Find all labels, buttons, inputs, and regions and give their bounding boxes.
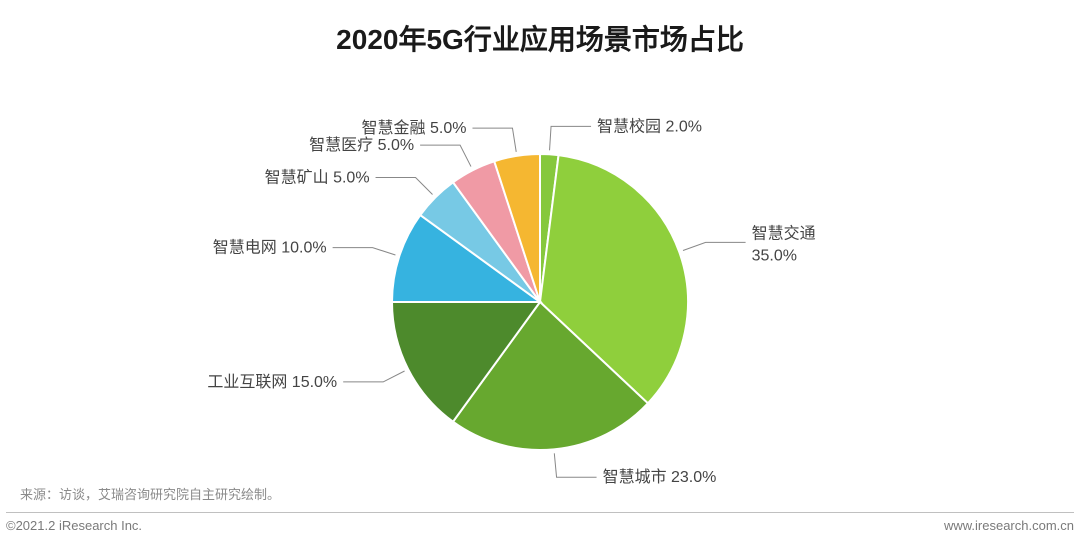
slice-label: 智慧医疗 5.0%: [309, 136, 414, 154]
slice-label: 智慧金融 5.0%: [362, 119, 467, 137]
leader-line: [683, 242, 746, 250]
footer-url: www.iresearch.com.cn: [944, 518, 1074, 533]
footer-copyright: ©2021.2 iResearch Inc.: [6, 518, 142, 533]
slice-label: 智慧电网 10.0%: [213, 239, 327, 257]
slice-label: 35.0%: [752, 247, 797, 264]
pie-chart: 智慧校园 2.0% 智慧交通 35.0% 智慧城市 23.0% 工业互联网 15.0% 智…: [0, 64, 1080, 484]
leader-line: [420, 145, 471, 166]
slice-label: 智慧校园 2.0%: [597, 117, 702, 135]
leader-line: [333, 248, 396, 255]
slice-label: 智慧城市 23.0%: [603, 468, 717, 484]
slice-label: 智慧矿山 5.0%: [265, 169, 370, 187]
leader-line: [376, 178, 433, 195]
chart-title: 2020年5G行业应用场景市场占比: [0, 0, 1080, 58]
slice-label: 智慧交通: [752, 224, 816, 242]
leader-line: [550, 126, 592, 150]
slice-label: 工业互联网 15.0%: [207, 373, 337, 391]
source-note: 来源：访谈，艾瑞咨询研究院自主研究绘制。: [20, 484, 280, 503]
leader-line: [472, 128, 516, 152]
leader-line: [554, 453, 596, 477]
leader-line: [343, 371, 404, 382]
footer-divider: [6, 512, 1074, 513]
